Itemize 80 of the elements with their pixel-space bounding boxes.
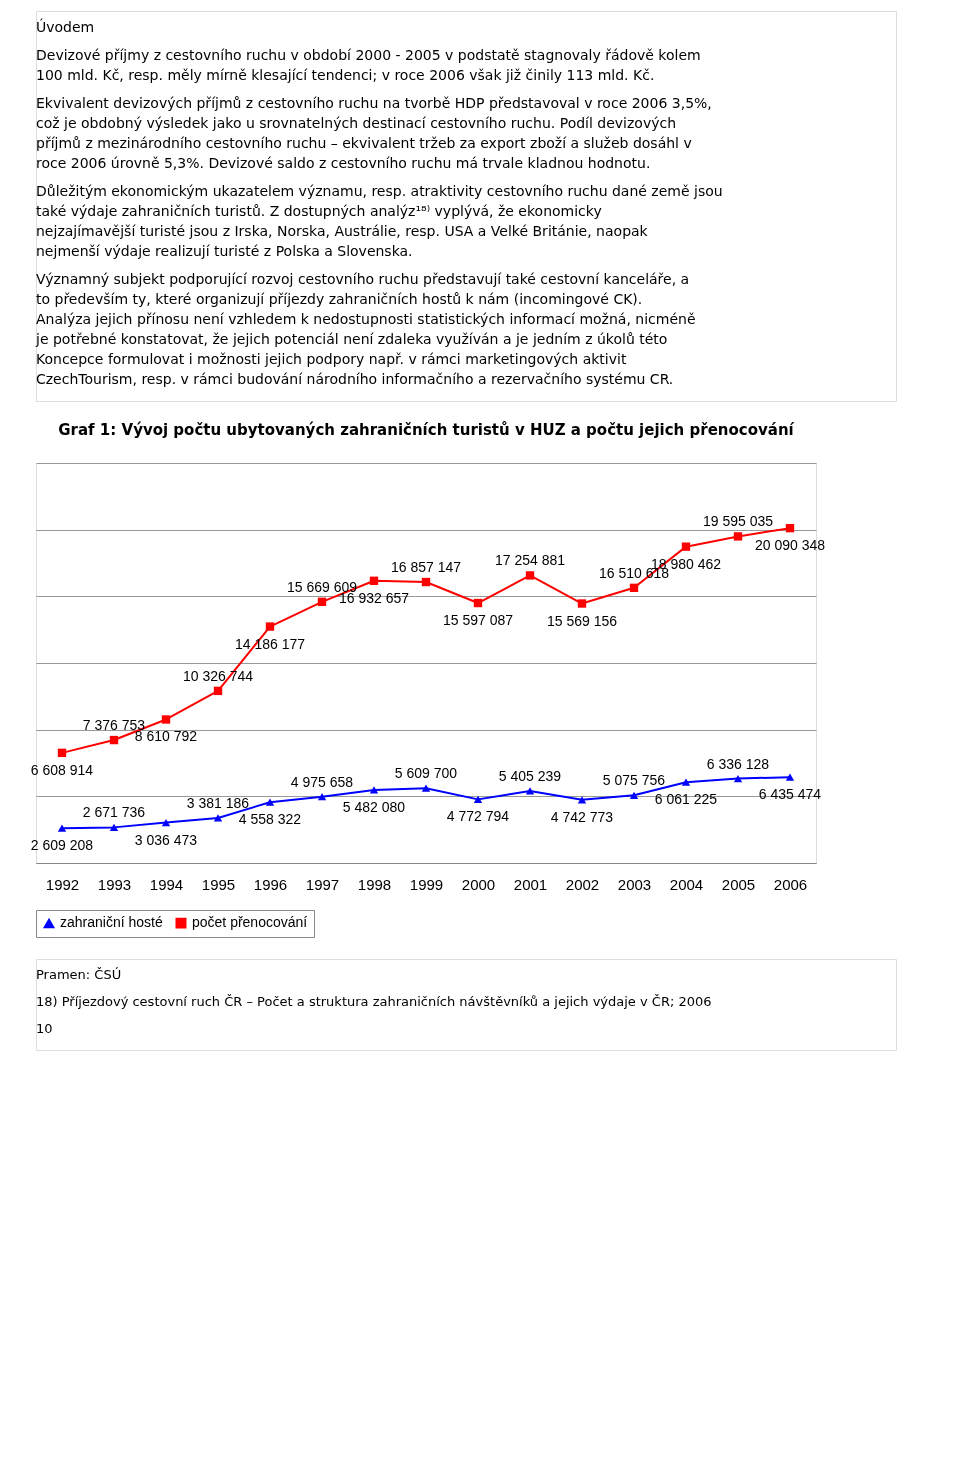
point bbox=[213, 686, 223, 696]
point bbox=[57, 824, 67, 832]
point bbox=[161, 818, 171, 827]
text: Ekvivalent devizových příjmů z cestovního ruchu na tvorbě HDP představoval v roce 2006 3,5%, což je obdobný výsledek jako u srovnatelných destinací cestovního ruchu. Podíl devizových příjmů z mezinárodního cestovního ruchu – ekvivalent tržeb za export zboží a služeb dosáhl v roce 2006 úrovně 5,3%. Devizové saldo z cestovního ruchu má trvale kladnou hodnotu. bbox=[36, 95, 712, 171]
x-tick-label: 2001 bbox=[513, 875, 548, 893]
chart-title: Graf 1: Vývoj počtu ubytovaných zahraničních turistů v HUZ a počtu jejich přenocování bbox=[58, 421, 795, 439]
x-tick-label: 2004 bbox=[669, 875, 704, 893]
x-tick-label: 1999 bbox=[409, 875, 444, 893]
data-label: 4 975 658 bbox=[290, 773, 354, 790]
point bbox=[629, 791, 639, 799]
x-tick-label: 1997 bbox=[305, 875, 340, 893]
point bbox=[109, 823, 119, 831]
data-label: 10 326 744 bbox=[182, 667, 254, 684]
data-label: 3 036 473 bbox=[134, 831, 198, 848]
data-label: 5 482 080 bbox=[342, 798, 406, 815]
data-label: 17 254 881 bbox=[494, 552, 566, 569]
point bbox=[525, 787, 535, 795]
x-tick-label: 2002 bbox=[565, 875, 600, 893]
data-label: 5 609 700 bbox=[394, 765, 458, 782]
point bbox=[57, 748, 67, 758]
text: Pramen: ČSÚ bbox=[36, 967, 122, 982]
legend-label: počet přenocování bbox=[192, 914, 308, 931]
data-label: 14 186 177 bbox=[234, 635, 306, 652]
point bbox=[265, 622, 275, 631]
x-tick-label: 1996 bbox=[253, 875, 288, 893]
text: Významný subjekt podporující rozvoj cestovního ruchu představují také cestovní kanceláře, a to především ty, které organizují příjezdy zahraničních hostů k nám (incomingové CK). Analýza jejich přínosu není vzhledem k nedostupnosti statistických informací možná, nicméně je potřebné konstatovat, že jejich potenciál není zdaleka využíván a je jedním z úkolů této Koncepce formulovat i možnosti jejich podpory např. v rámci marketingových aktivit CzechTourism, resp. v rámci budování národního informačního a rezervačního systému CR. bbox=[35, 271, 696, 387]
point bbox=[369, 786, 379, 794]
x-tick-label: 1998 bbox=[357, 875, 392, 893]
point bbox=[317, 597, 327, 607]
data-label: 2 609 208 bbox=[30, 837, 94, 854]
point bbox=[681, 778, 691, 786]
data-label: 19 595 035 bbox=[702, 513, 774, 530]
text: 18) Příjezdový cestovní ruch ČR – Počet a struktura zahraničních návštěvníků a jejich výdaje v ČR; 2006 bbox=[36, 994, 712, 1009]
x-tick-label: 2003 bbox=[617, 875, 652, 893]
x-tick-label: 1995 bbox=[201, 875, 236, 893]
point bbox=[525, 571, 535, 580]
data-label: 6 435 474 bbox=[758, 786, 822, 803]
data-label: 6 336 128 bbox=[706, 755, 770, 772]
point bbox=[421, 577, 431, 587]
x-tick-label: 1992 bbox=[45, 875, 80, 893]
point bbox=[681, 542, 691, 551]
point bbox=[629, 583, 639, 593]
point bbox=[785, 773, 795, 781]
point bbox=[109, 735, 119, 745]
data-label: 15 569 156 bbox=[546, 612, 618, 629]
data-label: 20 090 348 bbox=[754, 537, 826, 554]
text: 10 bbox=[36, 1021, 53, 1036]
data-label: 6 608 914 bbox=[30, 761, 94, 778]
data-label: 4 558 322 bbox=[238, 811, 302, 828]
data-label: 5 405 239 bbox=[498, 767, 562, 784]
x-tick-label: 1993 bbox=[97, 875, 132, 893]
data-label: 3 381 186 bbox=[186, 794, 250, 811]
point bbox=[213, 814, 223, 822]
data-label: 2 671 736 bbox=[82, 804, 146, 821]
point bbox=[317, 793, 327, 801]
text: Úvodem bbox=[36, 18, 95, 35]
point bbox=[577, 796, 587, 804]
point bbox=[577, 599, 587, 608]
x-tick-label: 1994 bbox=[149, 875, 184, 893]
x-tick-label: 2005 bbox=[721, 875, 756, 893]
legend-label: zahraniční hosté bbox=[60, 914, 163, 931]
text: Devizové příjmy z cestovního ruchu v období 2000 - 2005 v podstatě stagnovaly řádově kolem 100 mld. Kč, resp. měly mírně klesající tendenci; v roce 2006 však již činily 113 mld. Kč. bbox=[36, 47, 701, 83]
point bbox=[473, 598, 483, 608]
point bbox=[421, 784, 431, 792]
data-label: 4 742 773 bbox=[550, 808, 614, 825]
point bbox=[785, 523, 795, 533]
point bbox=[265, 798, 275, 806]
data-label: 15 597 087 bbox=[442, 612, 514, 629]
data-label: 5 075 756 bbox=[602, 772, 666, 789]
point bbox=[733, 774, 743, 783]
data-label: 6 061 225 bbox=[654, 791, 718, 808]
point bbox=[161, 715, 171, 724]
text: Důležitým ekonomickým ukazatelem významu, resp. atraktivity cestovního ruchu dané země jsou také výdaje zahraničních turistů. Z dostupných analýz¹⁸⁾ vyplývá, že ekonomicky nejzajímavější turisté jsou z Irska, Norska, Austrálie, resp. USA a Velké Británie, naopak nejmenší výdaje realizují turisté z Polska a Slovenska. bbox=[36, 183, 723, 259]
point bbox=[733, 532, 743, 541]
point bbox=[369, 576, 379, 585]
x-tick-label: 2000 bbox=[461, 875, 496, 893]
x-tick-label: 2006 bbox=[773, 875, 808, 893]
point bbox=[473, 795, 483, 803]
data-label: 4 772 794 bbox=[446, 808, 510, 825]
data-label: 16 857 147 bbox=[390, 559, 462, 576]
